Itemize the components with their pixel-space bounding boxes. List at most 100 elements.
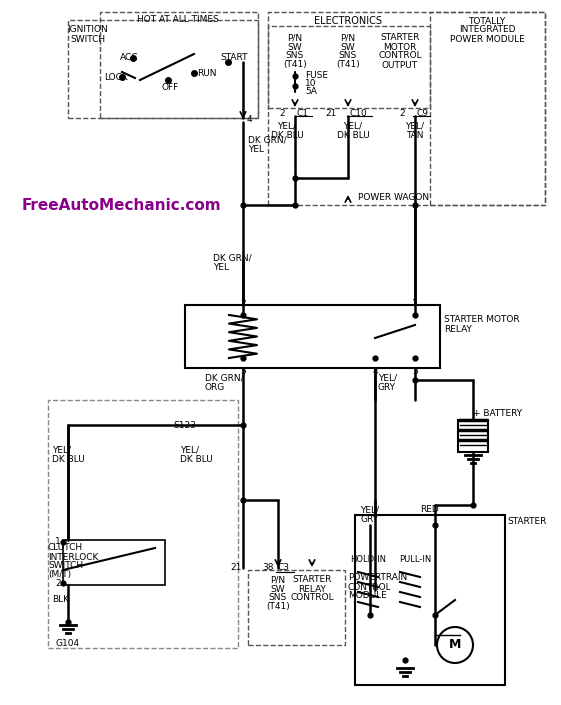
Text: P/N: P/N	[287, 34, 302, 42]
Text: ACC: ACC	[120, 54, 139, 63]
Text: CONTROL: CONTROL	[348, 582, 392, 591]
Text: POWERTRAIN: POWERTRAIN	[348, 573, 407, 582]
Text: HOLD-IN: HOLD-IN	[350, 556, 386, 565]
Text: TAN: TAN	[406, 130, 424, 140]
Text: CLUTCH: CLUTCH	[48, 544, 83, 553]
Text: (M/T): (M/T)	[48, 570, 71, 580]
Text: M: M	[449, 639, 461, 651]
Text: DK BLU: DK BLU	[337, 130, 369, 140]
Text: SWITCH: SWITCH	[71, 35, 105, 44]
Bar	[430, 12, 545, 205]
Text: RELAY: RELAY	[444, 326, 472, 334]
Text: (T41): (T41)	[283, 61, 307, 70]
Text: 2: 2	[399, 109, 405, 118]
Text: POWER WAGON: POWER WAGON	[358, 192, 429, 202]
Text: OFF: OFF	[162, 83, 180, 92]
Text: 4: 4	[247, 116, 252, 125]
Text: CONTROL: CONTROL	[378, 51, 422, 61]
Text: 2: 2	[240, 298, 246, 307]
Text: YEL/: YEL/	[343, 121, 362, 130]
Text: YEL/: YEL/	[278, 121, 297, 130]
Text: START: START	[220, 52, 247, 61]
Bar	[248, 570, 345, 645]
Text: SW: SW	[271, 584, 286, 594]
Text: 1: 1	[55, 537, 61, 546]
Bar	[355, 515, 505, 685]
Text: TOTALLY: TOTALLY	[468, 16, 505, 25]
Text: G104: G104	[56, 639, 80, 647]
Text: PULL-IN: PULL-IN	[399, 556, 431, 565]
Text: + BATTERY: + BATTERY	[473, 410, 522, 419]
Bar	[458, 420, 488, 452]
Text: MODULE: MODULE	[348, 591, 387, 601]
Text: FreeAutoMechanic.com: FreeAutoMechanic.com	[22, 197, 222, 212]
Text: INTERLOCK: INTERLOCK	[48, 553, 98, 561]
Text: 1: 1	[412, 298, 418, 307]
Text: C9: C9	[417, 109, 429, 118]
Text: IGNITION: IGNITION	[68, 25, 108, 35]
Text: RUN: RUN	[197, 68, 217, 78]
Text: C10: C10	[350, 109, 368, 118]
Text: SNS: SNS	[339, 51, 357, 61]
Text: BLK: BLK	[52, 596, 69, 604]
Text: ORG: ORG	[205, 383, 226, 391]
Text: HOT AT ALL TIMES: HOT AT ALL TIMES	[137, 15, 219, 23]
Text: YEL/: YEL/	[378, 374, 397, 383]
Text: MOTOR: MOTOR	[383, 42, 417, 51]
Text: LOCK: LOCK	[104, 73, 128, 82]
Text: P/N: P/N	[270, 575, 286, 584]
Text: YEL/: YEL/	[180, 446, 199, 455]
Text: DK GRN/: DK GRN/	[213, 254, 252, 262]
Text: C3: C3	[278, 563, 290, 572]
Text: SNS: SNS	[269, 594, 287, 603]
Text: 4: 4	[372, 367, 378, 376]
Bar	[68, 20, 258, 118]
Text: 38: 38	[263, 563, 274, 572]
Text: SNS: SNS	[286, 51, 304, 61]
Text: POWER MODULE: POWER MODULE	[449, 35, 525, 44]
Text: YEL: YEL	[213, 262, 229, 271]
Bar	[63, 540, 165, 585]
Text: YEL/: YEL/	[52, 446, 71, 455]
Text: GRY: GRY	[378, 383, 396, 391]
Text: 5: 5	[240, 367, 246, 376]
Text: STARTER: STARTER	[507, 517, 546, 527]
Text: FUSE: FUSE	[305, 71, 328, 80]
Text: INTEGRATED: INTEGRATED	[459, 25, 515, 35]
Text: (T41): (T41)	[266, 603, 290, 611]
Text: 21: 21	[231, 563, 242, 572]
Text: YEL/: YEL/	[361, 505, 379, 515]
Text: GRY: GRY	[361, 515, 379, 524]
Text: YEL: YEL	[248, 145, 264, 154]
Text: 2: 2	[56, 579, 61, 587]
Text: DK BLU: DK BLU	[52, 455, 85, 463]
Text: DK BLU: DK BLU	[180, 455, 213, 463]
Text: C1: C1	[297, 109, 309, 118]
Text: 10: 10	[305, 80, 316, 89]
Text: STARTER MOTOR: STARTER MOTOR	[444, 316, 519, 324]
Text: S123: S123	[173, 420, 196, 429]
Text: 21: 21	[325, 109, 337, 118]
Text: 3: 3	[412, 367, 418, 376]
Text: CONTROL: CONTROL	[290, 594, 334, 603]
Text: SW: SW	[288, 42, 302, 51]
Text: RED: RED	[421, 505, 439, 515]
Text: DK GRN/: DK GRN/	[248, 135, 287, 145]
Text: SWITCH: SWITCH	[48, 561, 83, 570]
Text: ELECTRONICS: ELECTRONICS	[314, 16, 382, 26]
Text: STARTER: STARTER	[380, 34, 420, 42]
Text: DK BLU: DK BLU	[270, 130, 304, 140]
Text: P/N: P/N	[341, 34, 356, 42]
Bar	[48, 400, 238, 648]
Bar	[268, 12, 545, 205]
Bar	[185, 305, 440, 368]
Text: STARTER: STARTER	[292, 575, 332, 584]
Text: 2: 2	[279, 109, 285, 118]
Text: SW: SW	[341, 42, 355, 51]
Text: (T41): (T41)	[336, 61, 360, 70]
Text: OUTPUT: OUTPUT	[382, 61, 418, 70]
Text: DK GRN/: DK GRN/	[205, 374, 243, 383]
Text: YEL/: YEL/	[406, 121, 425, 130]
Bar	[100, 12, 258, 118]
Text: 5A: 5A	[305, 87, 317, 97]
